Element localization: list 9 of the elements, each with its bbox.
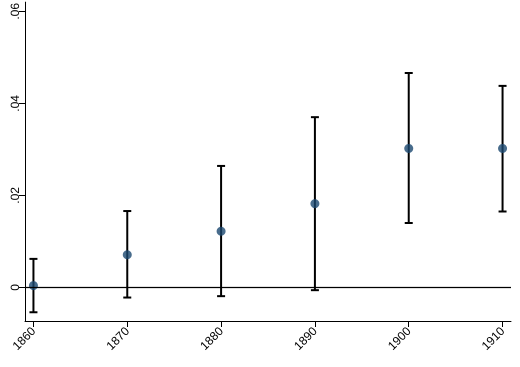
point [498,144,508,153]
y-tick-label: .04 [8,94,22,112]
y-tick-label: .06 [8,2,22,20]
point [404,144,414,153]
point [310,199,320,208]
y-tick-label: .02 [8,186,22,204]
y-tick-label: 0 [8,284,22,291]
point [216,226,226,236]
point [122,250,132,260]
